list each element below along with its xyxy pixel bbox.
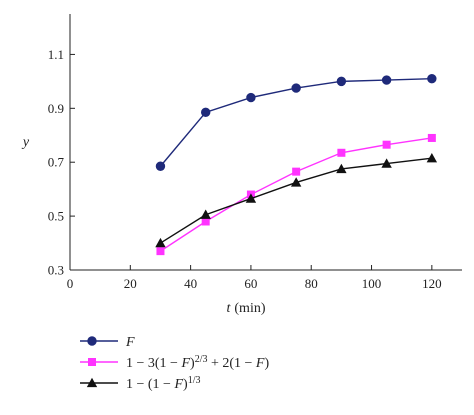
data-point: [201, 217, 210, 226]
series-3: [155, 152, 438, 248]
legend-label-part: ): [190, 356, 195, 371]
legend: F1 − 3(1 − F)2/3 + 2(1 − F)1 − (1 − F)1/…: [80, 335, 269, 392]
y-tick-label: 0.5: [48, 209, 64, 224]
y-tick-label: 0.3: [48, 263, 64, 278]
data-point: [200, 209, 211, 219]
legend-item-3: 1 − (1 − F)1/3: [80, 375, 200, 393]
y-tick-label: 0.9: [48, 101, 64, 116]
data-point: [336, 163, 347, 174]
legend-label-part: F: [180, 356, 190, 371]
series-2: [156, 133, 436, 256]
x-axis-label-var: t: [227, 301, 232, 316]
x-tick-label: 100: [362, 276, 382, 291]
data-point: [155, 161, 166, 171]
axes: 0 20 40 60 80 100 120 0.3 0.5 0.7 0.9 1.1: [48, 14, 462, 291]
data-point: [336, 76, 347, 87]
x-tick-label: 120: [422, 276, 442, 291]
legend-marker: [88, 358, 96, 366]
y-tick-label: 1.1: [48, 47, 64, 62]
data-point: [246, 92, 256, 103]
legend-label-part: F: [173, 377, 183, 392]
data-point: [291, 83, 301, 93]
series-line: [160, 137, 432, 252]
x-tick-label: 20: [124, 276, 137, 291]
legend-label: 1 − (1 − F)1/3: [126, 375, 200, 393]
legend-label-part: ): [183, 377, 188, 392]
series-1: [155, 73, 437, 171]
legend-marker: [86, 377, 98, 388]
x-axis-label-unit: (min): [234, 301, 265, 316]
x-tick-label: 0: [67, 276, 74, 291]
x-tick-label: 60: [244, 276, 257, 291]
legend-label-part: 1/3: [188, 375, 201, 386]
legend-item-1: F: [80, 335, 135, 350]
data-point: [382, 140, 391, 149]
data-point: [427, 133, 436, 142]
data-point: [292, 167, 301, 176]
y-tick-label: 0.7: [48, 155, 65, 170]
data-point: [381, 158, 392, 168]
legend-marker: [87, 336, 97, 346]
legend-label-part: F: [255, 356, 265, 371]
legend-label-part: 1 − 3(1 −: [126, 356, 181, 371]
series-layer: [155, 73, 438, 256]
legend-label-part: F: [125, 335, 135, 350]
x-tick-label: 40: [184, 276, 197, 291]
legend-label-part: ): [264, 356, 269, 371]
axis-labels: y t (min): [21, 135, 266, 316]
data-point: [245, 193, 257, 203]
data-point: [155, 237, 166, 248]
legend-item-2: 1 − 3(1 − F)2/3 + 2(1 − F): [80, 354, 269, 372]
data-point: [427, 73, 437, 84]
legend-label: 1 − 3(1 − F)2/3 + 2(1 − F): [126, 354, 269, 372]
data-point: [337, 148, 346, 157]
x-tick-label: 80: [305, 276, 318, 291]
legend-label-part: + 2(1 −: [207, 356, 255, 371]
data-point: [381, 75, 392, 85]
legend-label: F: [125, 335, 135, 350]
legend-label-part: 1 − (1 −: [126, 377, 174, 392]
data-point: [156, 247, 165, 256]
data-point: [200, 107, 211, 118]
legend-label-part: 2/3: [195, 354, 208, 365]
y-axis-label: y: [21, 135, 30, 150]
data-point: [290, 177, 302, 187]
x-axis-label: t (min): [227, 301, 266, 316]
data-point: [426, 152, 438, 163]
